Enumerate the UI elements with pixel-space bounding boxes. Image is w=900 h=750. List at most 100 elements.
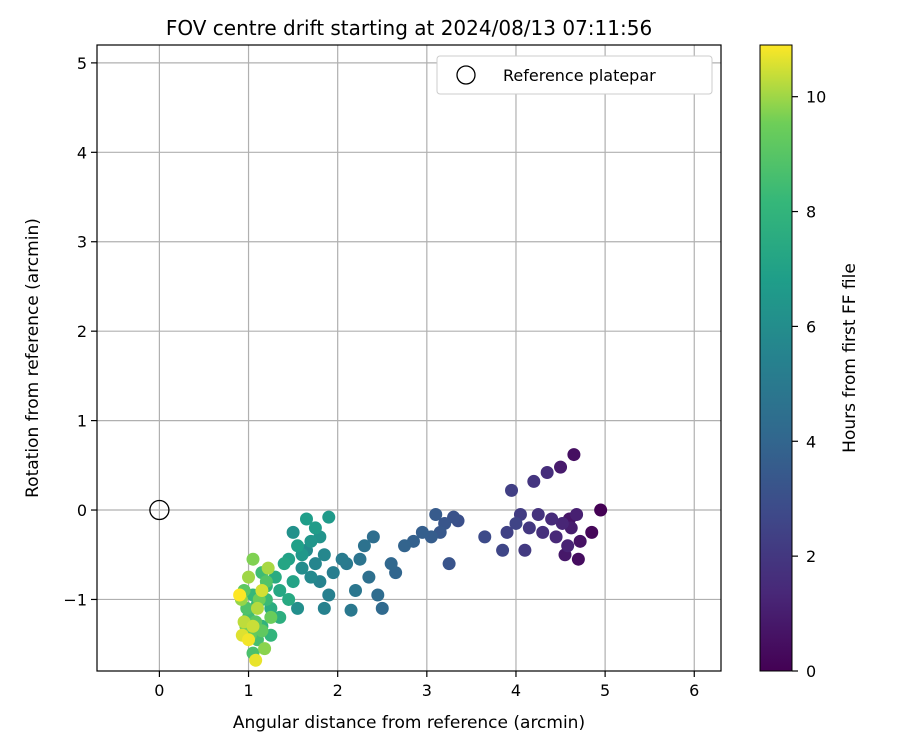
y-tick-label: 3 [77,233,87,252]
data-point [505,483,519,497]
x-axis-ticks: 0 1 2 3 4 5 6 [154,671,699,700]
grid-lines [97,45,721,671]
data-point [249,653,263,667]
data-point [299,512,313,526]
colorbar-tick-label: 8 [806,203,816,222]
data-point [518,543,532,557]
legend: Reference platepar [436,55,713,95]
data-point [357,539,371,553]
data-point [326,566,340,580]
data-point [500,525,514,539]
y-tick-label: 5 [77,54,87,73]
data-point [545,512,559,526]
y-axis-label: Rotation from reference (arcmin) [23,218,43,498]
data-point [570,508,584,521]
data-point [255,584,269,598]
data-point [258,642,272,656]
scatter-points [233,448,608,667]
data-point [282,592,296,606]
data-point [286,575,300,589]
data-point [304,534,318,548]
x-tick-label: 5 [600,681,610,700]
data-point [250,601,264,615]
y-tick-label: 1 [77,412,87,431]
data-point [573,534,587,548]
data-point [344,603,358,617]
x-tick-label: 1 [243,681,253,700]
data-point [264,610,278,624]
colorbar-tick-label: 6 [806,317,816,336]
x-tick-label: 0 [154,681,164,700]
data-point [308,521,322,535]
y-tick-label: −1 [63,590,87,609]
chart-title: FOV centre drift starting at 2024/08/13 … [166,16,652,40]
x-tick-label: 2 [333,681,343,700]
data-point [561,539,575,553]
data-point [527,474,541,488]
data-point [496,543,510,557]
data-point [540,465,554,479]
data-point [549,530,563,544]
y-tick-label: 0 [77,501,87,520]
reference-marker-group [149,499,170,521]
data-point [261,561,275,575]
data-point [536,525,550,539]
data-point [291,601,305,615]
x-tick-label: 3 [422,681,432,700]
data-point [308,557,322,571]
data-point [415,525,429,539]
legend-box [436,55,713,95]
data-point [304,570,318,584]
data-point [571,552,585,566]
data-point [233,588,247,602]
data-point [349,584,363,598]
colorbar-ticks: 0 2 4 6 8 10 [792,88,826,681]
colorbar-tick-label: 10 [806,88,826,107]
data-point [509,516,523,530]
data-point [375,601,389,615]
data-point [555,516,569,530]
data-point [371,588,385,602]
data-point [242,570,256,584]
data-point [362,570,376,584]
data-point [429,508,443,521]
data-point [291,539,305,553]
x-tick-label: 6 [689,681,699,700]
colorbar-tick-label: 2 [806,547,816,566]
legend-marker [456,65,476,85]
colorbar-tick-label: 4 [806,432,816,451]
data-point [594,503,608,517]
data-point [246,619,260,633]
data-point [317,601,331,615]
reference-marker [149,499,170,521]
x-axis-label: Angular distance from reference (arcmin) [233,713,585,733]
legend-label: Reference platepar [503,66,656,85]
data-point [246,552,260,566]
data-point [322,588,336,602]
data-point [522,521,536,535]
y-axis-ticks: −1 0 1 2 3 4 5 [63,54,97,609]
data-point [273,610,287,624]
colorbar-tick-label: 0 [806,662,816,681]
data-point [322,510,336,524]
data-point [478,530,492,544]
colorbar: 0 2 4 6 8 10 Hours from first FF file [759,44,860,681]
data-point [531,508,545,521]
colorbar-gradient [759,44,793,672]
y-tick-label: 2 [77,322,87,341]
data-point [567,448,581,462]
data-point [585,525,599,539]
data-point [353,552,367,566]
data-point [273,584,287,598]
data-point [398,539,412,553]
plot-frame [96,44,722,672]
data-point [554,460,568,474]
data-point [366,530,380,544]
data-point [277,557,291,571]
data-point [295,561,309,575]
data-point [335,552,349,566]
y-tick-label: 4 [77,143,87,162]
colorbar-label: Hours from first FF file [840,263,860,453]
data-point [317,548,331,562]
